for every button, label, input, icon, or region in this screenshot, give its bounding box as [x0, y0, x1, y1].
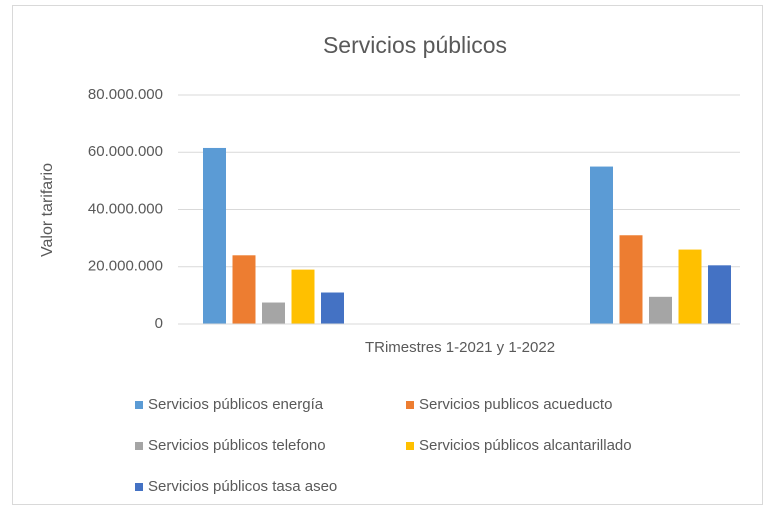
- y-tick-label: 60.000.000: [88, 143, 163, 160]
- y-tick-label: 40.000.000: [88, 200, 163, 217]
- legend-label: Servicios publicos acueducto: [419, 396, 612, 413]
- legend-label: Servicios públicos telefono: [148, 437, 326, 454]
- y-tick-label: 0: [155, 315, 163, 332]
- bar: [649, 296, 672, 324]
- bar: [203, 147, 226, 324]
- legend-swatch: [135, 401, 143, 409]
- y-axis-label: Valor tarifario: [39, 163, 56, 257]
- legend-label: Servicios públicos energía: [148, 396, 324, 413]
- legend-swatch: [135, 442, 143, 450]
- x-axis-label: TRimestres 1-2021 y 1-2022: [365, 339, 555, 356]
- bar: [321, 292, 344, 324]
- bar: [232, 255, 256, 324]
- bar: [678, 249, 702, 324]
- legend-label: Servicios públicos alcantarillado: [419, 437, 632, 454]
- legend-swatch: [135, 483, 143, 491]
- bar: [262, 302, 285, 324]
- chart-title: Servicios públicos: [323, 32, 507, 58]
- legend-swatch: [406, 401, 414, 409]
- legend-label: Servicios públicos tasa aseo: [148, 478, 337, 495]
- bar: [291, 269, 315, 324]
- bar: [708, 265, 731, 324]
- chart-border: [12, 5, 763, 505]
- bar: [619, 235, 643, 324]
- bar: [590, 166, 613, 324]
- y-tick-label: 20.000.000: [88, 258, 163, 275]
- y-tick-label: 80.000.000: [88, 86, 163, 103]
- legend-swatch: [406, 442, 414, 450]
